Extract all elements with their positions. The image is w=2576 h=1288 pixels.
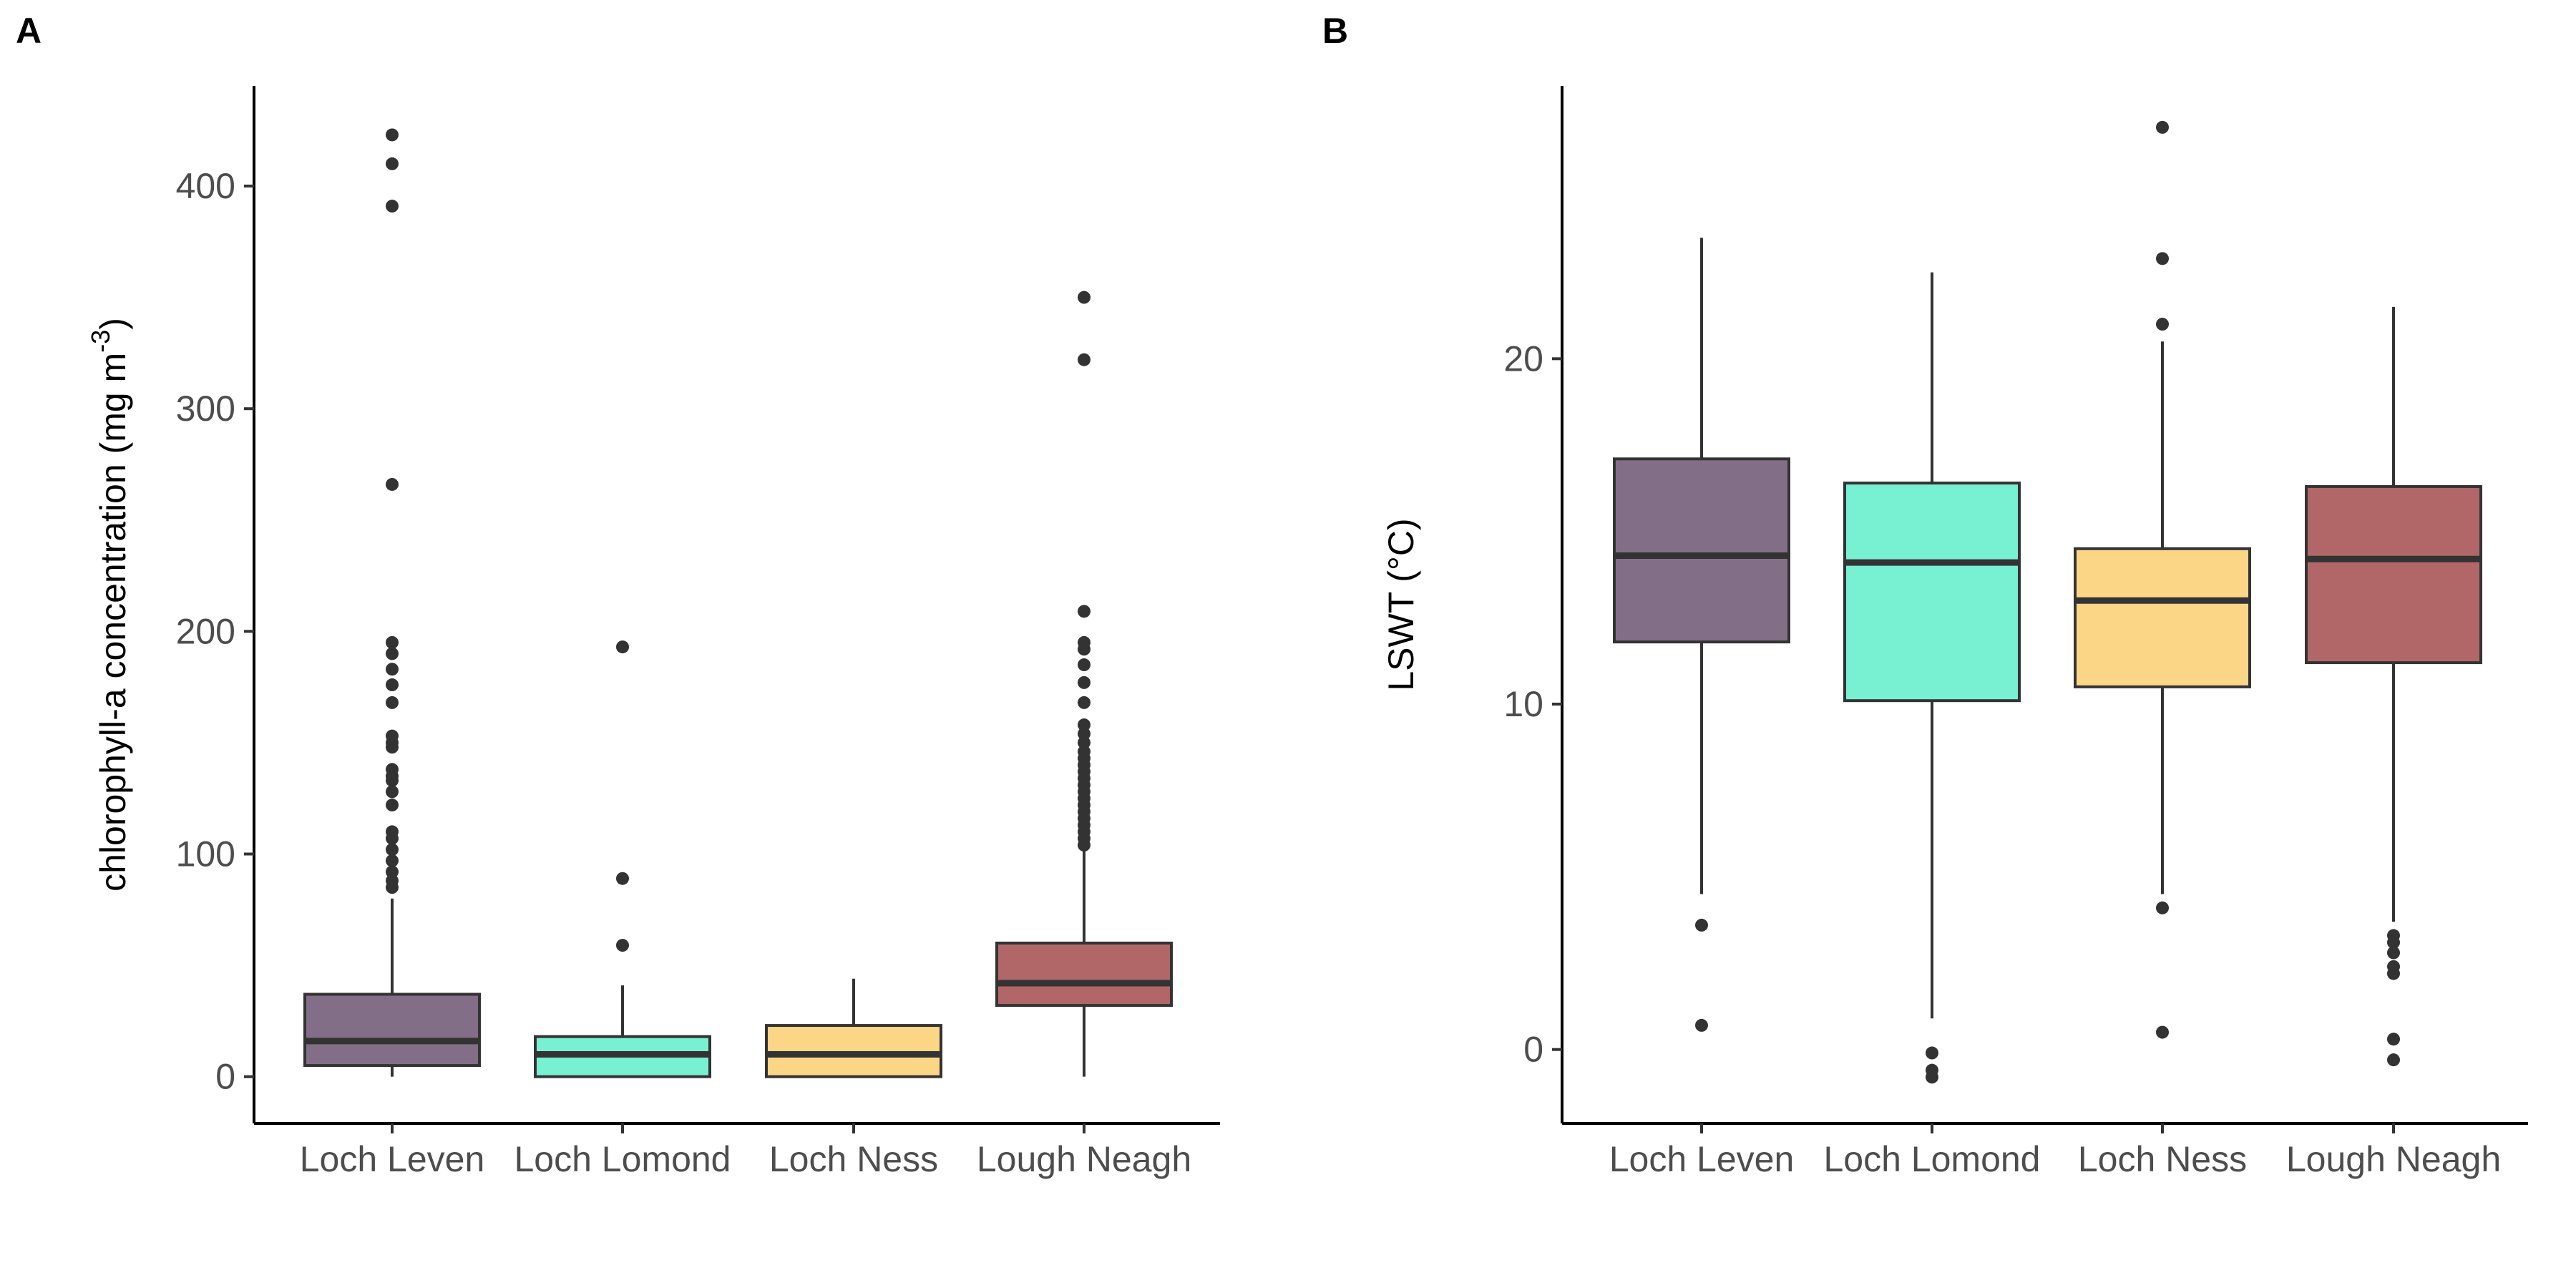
y-axis-title-superscript: -3 <box>86 330 115 353</box>
y-tick-label: 10 <box>1503 684 1543 724</box>
panel-a-chlorophyll: A 0 100 200 300 400 chlorophyll-a concentratio… <box>16 11 1220 1179</box>
outlier-point <box>1078 745 1091 758</box>
outlier-point <box>386 635 399 649</box>
outlier-point <box>1078 727 1091 741</box>
outlier-point <box>386 854 399 867</box>
y-axis-title: chlorophyll-a concentration (mg m-3) <box>86 318 133 892</box>
outlier-point <box>2387 1053 2400 1067</box>
outlier-point <box>2156 252 2169 265</box>
outlier-point <box>386 678 399 692</box>
outlier-point <box>1078 736 1091 749</box>
iqr-box <box>765 1024 942 1078</box>
box-loch-lomond <box>1843 272 2021 1084</box>
box-loch-leven <box>1613 238 1790 1032</box>
box-loch-leven <box>303 128 481 1077</box>
x-tick-label: Loch Lomond <box>1823 1139 2040 1179</box>
outlier-point <box>2387 929 2400 942</box>
box-loch-lomond <box>534 640 711 1078</box>
y-axis-title-text: chlorophyll-a concentration (mg m <box>93 353 133 892</box>
y-tick-label: 0 <box>215 1057 235 1097</box>
outlier-point <box>386 799 399 812</box>
outlier-point <box>1695 1018 1708 1032</box>
box-lough-neagh <box>2305 306 2482 1067</box>
outlier-point <box>1078 675 1091 689</box>
y-tick-label: 20 <box>1503 338 1543 379</box>
y-tick-label: 300 <box>176 389 235 429</box>
outlier-point <box>2156 901 2169 914</box>
outlier-point <box>386 785 399 799</box>
y-tick-label: 0 <box>1523 1030 1543 1070</box>
outlier-point <box>386 729 399 743</box>
iqr-box <box>1843 482 2021 703</box>
outlier-point <box>2156 1025 2169 1039</box>
outlier-point <box>616 640 629 654</box>
x-tick-label: Lough Neagh <box>2286 1139 2501 1179</box>
outlier-point <box>386 128 399 142</box>
y-tick-label: 100 <box>176 834 235 874</box>
panel-b-lswt: B 0 10 20 LSWT (°C) Loch Leven Loch Lomond Loch… <box>1322 11 2528 1179</box>
y-axis-title-close: ) <box>93 318 133 330</box>
outlier-point <box>616 872 629 885</box>
outlier-point <box>2387 946 2400 960</box>
outlier-point <box>2156 318 2169 331</box>
outlier-point <box>1078 353 1091 366</box>
outlier-point <box>1078 696 1091 709</box>
outlier-point <box>1078 718 1091 732</box>
outlier-point <box>386 763 399 776</box>
x-tick-label: Lough Neagh <box>977 1139 1191 1179</box>
outlier-point <box>386 200 399 213</box>
x-tick-label: Loch Lomond <box>514 1139 731 1179</box>
outlier-point <box>2156 120 2169 134</box>
iqr-box <box>995 941 1173 1008</box>
iqr-box <box>2305 484 2482 665</box>
box-loch-ness <box>765 978 942 1078</box>
outlier-point <box>386 647 399 660</box>
x-tick-label: Loch Ness <box>2078 1139 2247 1179</box>
y-tick-label: 200 <box>176 611 235 651</box>
outlier-point <box>386 663 399 676</box>
outlier-point <box>386 477 399 491</box>
iqr-box <box>1613 457 1790 644</box>
outlier-point <box>386 696 399 709</box>
outlier-point <box>386 865 399 879</box>
outlier-point <box>1078 658 1091 672</box>
box-lough-neagh <box>995 291 1173 1077</box>
outlier-point <box>616 939 629 952</box>
outlier-point <box>1078 605 1091 618</box>
outlier-point <box>2387 960 2400 973</box>
iqr-box <box>2074 547 2251 688</box>
x-tick-label: Loch Ness <box>769 1139 938 1179</box>
panel-label: A <box>16 11 42 51</box>
outlier-point <box>1926 1046 1938 1060</box>
outlier-point <box>2387 1033 2400 1046</box>
box-loch-ness <box>2074 120 2251 1039</box>
outlier-point <box>386 843 399 857</box>
x-tick-label: Loch Leven <box>1609 1139 1795 1179</box>
outlier-point <box>386 874 399 887</box>
outlier-point <box>386 825 399 839</box>
outlier-point <box>1078 635 1091 649</box>
panel-label: B <box>1322 11 1348 51</box>
outlier-point <box>1695 918 1708 932</box>
y-axis-title: LSWT (°C) <box>1381 518 1421 691</box>
outlier-point <box>1926 1063 1938 1077</box>
y-tick-label: 400 <box>176 166 235 206</box>
iqr-box <box>303 992 481 1068</box>
x-tick-label: Loch Leven <box>300 1139 485 1179</box>
y-axis-title-text: LSWT (°C) <box>1381 518 1421 691</box>
outlier-point <box>386 157 399 170</box>
outlier-point <box>1078 291 1091 304</box>
